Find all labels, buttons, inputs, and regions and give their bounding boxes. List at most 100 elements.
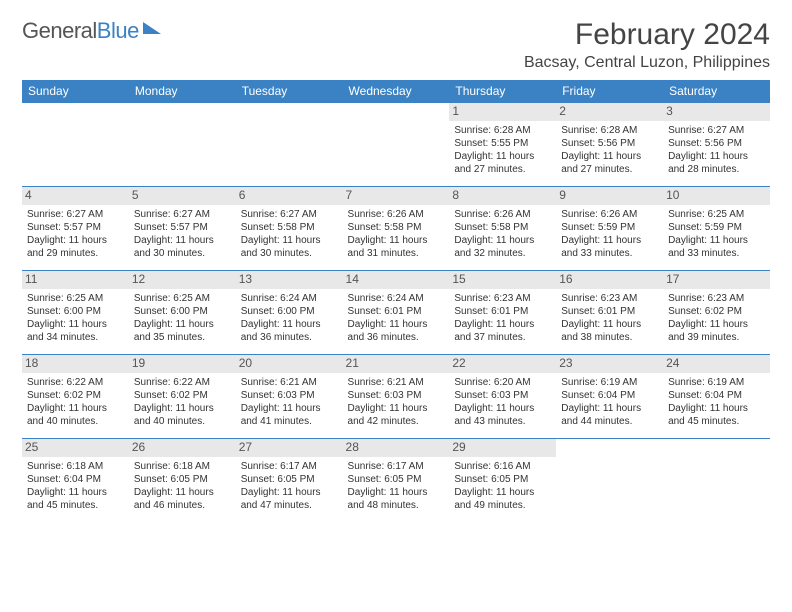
- day-cell: 7Sunrise: 6:26 AMSunset: 5:58 PMDaylight…: [343, 187, 450, 271]
- day-ss: Sunset: 6:05 PM: [348, 473, 445, 486]
- day-number: 5: [129, 187, 236, 205]
- day-ss: Sunset: 5:57 PM: [134, 221, 231, 234]
- day-dl1: Daylight: 11 hours: [348, 234, 445, 247]
- day-cell: 16Sunrise: 6:23 AMSunset: 6:01 PMDayligh…: [556, 271, 663, 355]
- day-sr: Sunrise: 6:23 AM: [668, 292, 765, 305]
- day-dl2: and 41 minutes.: [241, 415, 338, 428]
- day-dl2: and 48 minutes.: [348, 499, 445, 512]
- day-ss: Sunset: 6:02 PM: [668, 305, 765, 318]
- brand-part2: Blue: [97, 18, 139, 43]
- dow-thursday: Thursday: [449, 80, 556, 103]
- day-dl2: and 33 minutes.: [561, 247, 658, 260]
- day-number: 3: [663, 103, 770, 121]
- day-ss: Sunset: 6:01 PM: [348, 305, 445, 318]
- day-dl2: and 35 minutes.: [134, 331, 231, 344]
- day-sr: Sunrise: 6:28 AM: [454, 124, 551, 137]
- day-dl1: Daylight: 11 hours: [134, 318, 231, 331]
- day-dl1: Daylight: 11 hours: [27, 318, 124, 331]
- day-ss: Sunset: 5:55 PM: [454, 137, 551, 150]
- day-cell: 21Sunrise: 6:21 AMSunset: 6:03 PMDayligh…: [343, 355, 450, 439]
- day-ss: Sunset: 6:03 PM: [241, 389, 338, 402]
- day-cell: 18 Sunrise: 6:22 AMSunset: 6:02 PMDayligh…: [22, 355, 129, 439]
- day-dl2: and 42 minutes.: [348, 415, 445, 428]
- day-sr: Sunrise: 6:18 AM: [134, 460, 231, 473]
- day-cell: 5Sunrise: 6:27 AMSunset: 5:57 PMDaylight…: [129, 187, 236, 271]
- day-ss: Sunset: 6:03 PM: [348, 389, 445, 402]
- day-sr: Sunrise: 6:27 AM: [27, 208, 124, 221]
- day-dl1: Daylight: 11 hours: [134, 402, 231, 415]
- day-sr: Sunrise: 6:27 AM: [668, 124, 765, 137]
- day-dl1: Daylight: 11 hours: [561, 150, 658, 163]
- calendar-week: 18Sunrise: 6:22 AMSunset: 6:02 PMDayligh…: [22, 355, 770, 439]
- day-sr: Sunrise: 6:26 AM: [454, 208, 551, 221]
- day-dl2: and 30 minutes.: [134, 247, 231, 260]
- day-sr: Sunrise: 6:18 AM: [27, 460, 124, 473]
- day-number: 23: [556, 355, 663, 373]
- day-dl1: Daylight: 11 hours: [241, 486, 338, 499]
- day-sr: Sunrise: 6:23 AM: [561, 292, 658, 305]
- day-cell: 10Sunrise: 6:25 AMSunset: 5:59 PMDayligh…: [663, 187, 770, 271]
- day-dl1: Daylight: 11 hours: [454, 150, 551, 163]
- day-ss: Sunset: 6:00 PM: [27, 305, 124, 318]
- day-number: 22: [449, 355, 556, 373]
- day-ss: Sunset: 6:02 PM: [134, 389, 231, 402]
- day-number: 10: [663, 187, 770, 205]
- day-dl2: and 40 minutes.: [134, 415, 231, 428]
- day-sr: Sunrise: 6:27 AM: [134, 208, 231, 221]
- location-subtitle: Bacsay, Central Luzon, Philippines: [524, 54, 770, 72]
- day-dl2: and 49 minutes.: [454, 499, 551, 512]
- day-dl2: and 37 minutes.: [454, 331, 551, 344]
- day-number: 16: [556, 271, 663, 289]
- day-dl2: and 39 minutes.: [668, 331, 765, 344]
- day-number: 18: [22, 355, 129, 373]
- day-number: 19: [129, 355, 236, 373]
- day-dl2: and 31 minutes.: [348, 247, 445, 260]
- calendar-table: Sunday Monday Tuesday Wednesday Thursday…: [22, 80, 770, 523]
- day-dl1: Daylight: 11 hours: [668, 150, 765, 163]
- day-number: 8: [449, 187, 556, 205]
- brand-logo: GeneralBlue: [22, 18, 161, 44]
- day-cell: [129, 103, 236, 187]
- day-cell: 1Sunrise: 6:28 AMSunset: 5:55 PMDaylight…: [449, 103, 556, 187]
- day-number: 24: [663, 355, 770, 373]
- day-ss: Sunset: 6:04 PM: [561, 389, 658, 402]
- day-number: 28: [343, 439, 450, 457]
- day-dl1: Daylight: 11 hours: [27, 402, 124, 415]
- day-cell: 9Sunrise: 6:26 AMSunset: 5:59 PMDaylight…: [556, 187, 663, 271]
- day-sr: Sunrise: 6:28 AM: [561, 124, 658, 137]
- day-number: 12: [129, 271, 236, 289]
- day-sr: Sunrise: 6:22 AM: [134, 376, 231, 389]
- day-dl1: Daylight: 11 hours: [454, 318, 551, 331]
- dow-monday: Monday: [129, 80, 236, 103]
- day-dl2: and 34 minutes.: [27, 331, 124, 344]
- day-number: 20: [236, 355, 343, 373]
- day-dl1: Daylight: 11 hours: [134, 486, 231, 499]
- logo-triangle-icon: [143, 22, 161, 34]
- day-dl1: Daylight: 11 hours: [27, 234, 124, 247]
- day-ss: Sunset: 6:05 PM: [241, 473, 338, 486]
- day-dl2: and 27 minutes.: [454, 163, 551, 176]
- day-number: 26: [129, 439, 236, 457]
- day-number: 6: [236, 187, 343, 205]
- day-dl1: Daylight: 11 hours: [348, 318, 445, 331]
- day-ss: Sunset: 6:02 PM: [27, 389, 124, 402]
- day-cell: 22Sunrise: 6:20 AMSunset: 6:03 PMDayligh…: [449, 355, 556, 439]
- day-sr: Sunrise: 6:19 AM: [561, 376, 658, 389]
- day-cell: 26Sunrise: 6:18 AMSunset: 6:05 PMDayligh…: [129, 439, 236, 523]
- dow-friday: Friday: [556, 80, 663, 103]
- day-cell: [22, 103, 129, 187]
- day-dl2: and 43 minutes.: [454, 415, 551, 428]
- day-dl2: and 27 minutes.: [561, 163, 658, 176]
- day-ss: Sunset: 6:01 PM: [561, 305, 658, 318]
- dow-tuesday: Tuesday: [236, 80, 343, 103]
- day-dl1: Daylight: 11 hours: [241, 318, 338, 331]
- day-dl1: Daylight: 11 hours: [348, 402, 445, 415]
- day-sr: Sunrise: 6:17 AM: [348, 460, 445, 473]
- day-sr: Sunrise: 6:22 AM: [27, 376, 124, 389]
- day-ss: Sunset: 5:56 PM: [561, 137, 658, 150]
- day-number: 14: [343, 271, 450, 289]
- day-number: 2: [556, 103, 663, 121]
- dow-saturday: Saturday: [663, 80, 770, 103]
- day-sr: Sunrise: 6:17 AM: [241, 460, 338, 473]
- day-number: 17: [663, 271, 770, 289]
